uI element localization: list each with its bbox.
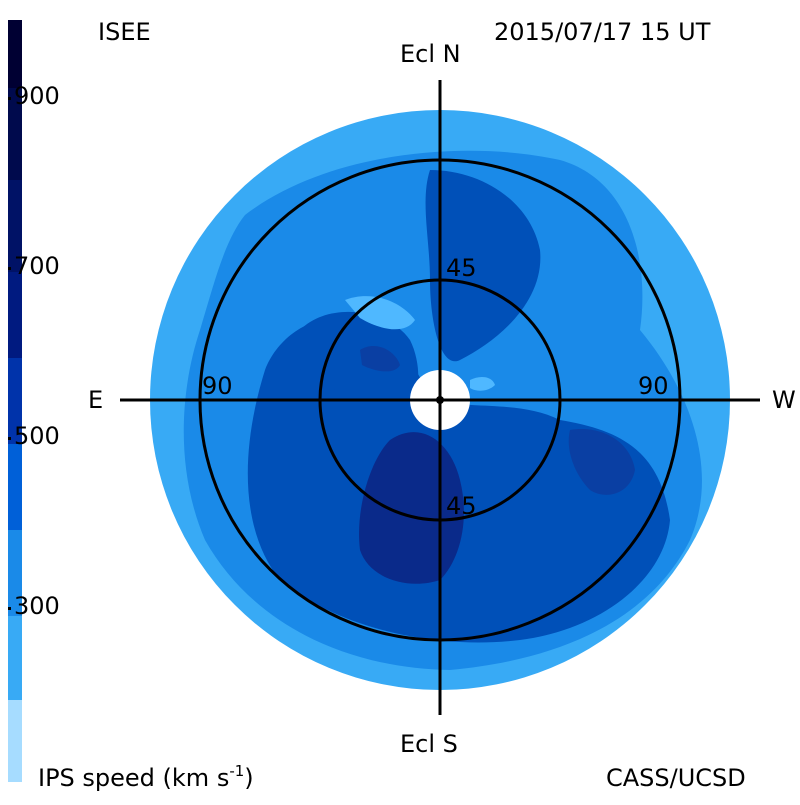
colorbar-band bbox=[8, 530, 22, 616]
isee-label: ISEE bbox=[98, 18, 151, 46]
colorbar-tick-mark bbox=[8, 437, 11, 440]
colorbar-tick-500: 500 bbox=[14, 422, 60, 450]
colorbar-title-main: IPS speed (km s bbox=[38, 764, 229, 792]
colorbar-band bbox=[8, 700, 22, 782]
ring-label-90-left: 90 bbox=[202, 372, 233, 400]
timestamp-label: 2015/07/17 15 UT bbox=[494, 18, 711, 46]
colorbar-title-exponent: -1 bbox=[229, 762, 244, 780]
credit-label: CASS/UCSD bbox=[606, 764, 746, 792]
ring-label-45-bottom: 45 bbox=[446, 492, 477, 520]
colorbar-title: IPS speed (km s-1) bbox=[38, 762, 254, 792]
speed-region-darkest-east bbox=[568, 429, 635, 495]
colorbar-band bbox=[8, 180, 22, 272]
ips-speed-map bbox=[150, 110, 730, 690]
colorbar-title-end: ) bbox=[244, 764, 253, 792]
center-dot bbox=[436, 396, 444, 404]
colorbar-tick-mark bbox=[8, 267, 11, 270]
label-ecl-north: Ecl N bbox=[400, 40, 461, 68]
colorbar: 900 700 500 300 bbox=[8, 20, 60, 782]
speed-region-spot bbox=[360, 345, 400, 372]
colorbar-band bbox=[8, 444, 22, 530]
speed-region-light bbox=[345, 296, 415, 330]
label-west: W bbox=[772, 386, 796, 414]
colorbar-band bbox=[8, 272, 22, 358]
colorbar-tick-900: 900 bbox=[14, 82, 60, 110]
label-east: E bbox=[88, 386, 103, 414]
colorbar-tick-700: 700 bbox=[14, 252, 60, 280]
speed-region-darkest bbox=[359, 432, 464, 584]
speed-region-light bbox=[470, 377, 495, 391]
colorbar-band bbox=[8, 88, 22, 180]
colorbar-tick-300: 300 bbox=[14, 592, 60, 620]
label-ecl-south: Ecl S bbox=[400, 730, 458, 758]
ring-label-90-right: 90 bbox=[638, 372, 669, 400]
colorbar-band bbox=[8, 358, 22, 444]
speed-region-dark-west bbox=[296, 311, 419, 395]
colorbar-tick-mark bbox=[8, 97, 11, 100]
colorbar-tick-mark bbox=[8, 607, 11, 610]
ring-label-45-top: 45 bbox=[446, 254, 477, 282]
colorbar-band bbox=[8, 20, 22, 88]
speed-region-dark-north bbox=[425, 170, 541, 362]
colorbar-band bbox=[8, 616, 22, 700]
